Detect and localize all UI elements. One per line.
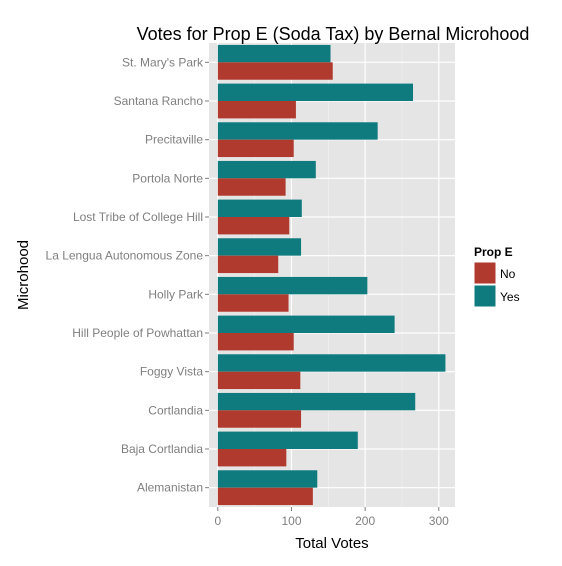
- x-tick-label: 0: [214, 514, 221, 528]
- bars-layer: [217, 44, 446, 506]
- y-tick-label: Santana Rancho: [114, 94, 204, 108]
- x-tick-label: 100: [281, 514, 301, 528]
- bar-no: [217, 449, 287, 467]
- x-tick-label: 300: [429, 514, 449, 528]
- bar-yes: [217, 315, 395, 333]
- bar-no: [217, 410, 302, 428]
- y-tick-label: St. Mary's Park: [122, 55, 204, 69]
- y-tick-label: La Lengua Autonomous Zone: [46, 249, 204, 263]
- y-tick-label: Precitaville: [145, 133, 203, 147]
- bar-yes: [217, 199, 302, 217]
- y-tick-label: Baja Cortlandia: [121, 442, 203, 456]
- bar-yes: [217, 83, 414, 101]
- chart-title: Votes for Prop E (Soda Tax) by Bernal Mi…: [137, 24, 530, 44]
- legend-swatch: [473, 261, 497, 285]
- x-tick-labels: 0 100 200 300: [214, 507, 449, 528]
- x-axis-title: Total Votes: [295, 535, 368, 552]
- x-tick-label: 200: [355, 514, 375, 528]
- bar-no: [217, 139, 294, 158]
- y-tick-labels: St. Mary's Park Santana Rancho Precitavill…: [46, 55, 209, 495]
- legend: Prop E No Yes: [473, 245, 520, 308]
- bar-yes: [217, 354, 446, 372]
- bar-yes: [217, 431, 358, 449]
- legend-swatch: [473, 284, 497, 308]
- plot-panel: [209, 43, 455, 507]
- bar-no: [217, 294, 289, 312]
- bar-no: [217, 62, 333, 80]
- bar-yes: [217, 122, 378, 140]
- legend-label: Yes: [500, 290, 520, 304]
- y-axis-title: Microhood: [15, 240, 32, 310]
- bar-yes: [217, 276, 368, 295]
- legend-title: Prop E: [474, 245, 513, 259]
- bar-no: [217, 255, 279, 274]
- bar-yes: [217, 238, 302, 256]
- bar-yes: [217, 392, 416, 411]
- bar-yes: [217, 470, 318, 488]
- bar-no: [217, 371, 301, 390]
- bar-yes: [217, 160, 316, 179]
- y-tick-label: Alemanistan: [137, 481, 203, 495]
- y-tick-label: Cortlandia: [148, 403, 203, 417]
- y-tick-label: Holly Park: [148, 287, 204, 301]
- bar-yes: [217, 44, 331, 63]
- y-tick-label: Foggy Vista: [140, 365, 203, 379]
- y-tick-label: Portola Norte: [132, 171, 203, 185]
- legend-label: No: [500, 267, 516, 281]
- legend-items: No Yes: [473, 261, 520, 308]
- y-tick-label: Hill People of Powhattan: [72, 326, 203, 340]
- y-tick-label: Lost Tribe of College Hill: [73, 210, 203, 224]
- bar-no: [217, 101, 296, 119]
- bar-no: [217, 487, 313, 506]
- bar-no: [217, 178, 286, 196]
- bar-no: [217, 333, 294, 351]
- bar-no: [217, 217, 290, 235]
